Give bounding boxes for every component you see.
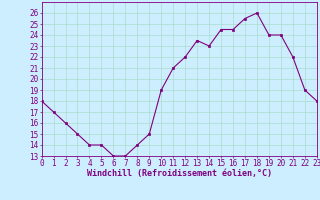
X-axis label: Windchill (Refroidissement éolien,°C): Windchill (Refroidissement éolien,°C) bbox=[87, 169, 272, 178]
